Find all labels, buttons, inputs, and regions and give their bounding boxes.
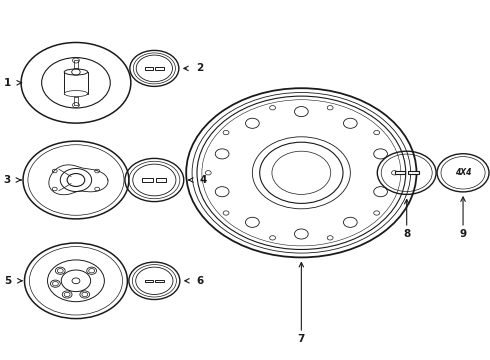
Bar bbox=[395, 171, 406, 174]
Ellipse shape bbox=[64, 91, 88, 96]
Bar bbox=[408, 171, 418, 174]
Bar bbox=[155, 67, 164, 69]
Bar bbox=[145, 67, 153, 69]
Text: 4X4: 4X4 bbox=[455, 168, 471, 177]
Text: 2: 2 bbox=[196, 63, 203, 73]
Text: 7: 7 bbox=[297, 334, 305, 344]
Bar bbox=[155, 279, 164, 282]
Text: 1: 1 bbox=[4, 78, 11, 88]
Bar bbox=[142, 179, 153, 181]
Text: 3: 3 bbox=[4, 175, 11, 185]
Text: 5: 5 bbox=[4, 276, 11, 286]
Text: 6: 6 bbox=[196, 276, 203, 286]
Text: 9: 9 bbox=[460, 229, 466, 239]
Text: 4: 4 bbox=[199, 175, 207, 185]
Bar bbox=[64, 72, 88, 94]
Ellipse shape bbox=[64, 69, 88, 75]
Bar bbox=[156, 179, 166, 181]
Text: 8: 8 bbox=[403, 229, 410, 239]
Bar bbox=[145, 279, 153, 282]
